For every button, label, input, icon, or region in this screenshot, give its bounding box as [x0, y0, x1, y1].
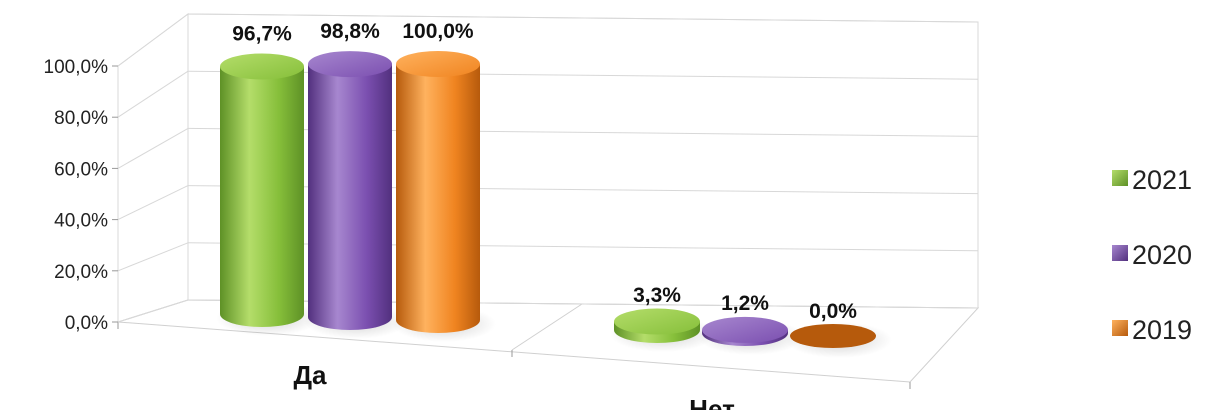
bar-Да-2020: [304, 51, 408, 339]
legend-label: 2021: [1132, 165, 1192, 195]
legend-swatch: [1112, 320, 1128, 336]
back-wall: [187, 13, 979, 309]
bar-Да-2019: [392, 51, 496, 342]
y-tick-label: 60,0%: [54, 159, 108, 180]
data-labels: 96,7% 98,8% 100,0% 3,3% 1,2% 0,0%: [232, 20, 857, 323]
bar-top: [396, 51, 480, 77]
gridline: [187, 127, 979, 137]
legend-label: 2020: [1132, 240, 1192, 270]
bar-top: [308, 51, 392, 78]
category-labels: Да Нет: [294, 360, 736, 410]
gridline-side: [117, 127, 189, 169]
data-label: 98,8%: [320, 20, 380, 43]
left-wall: [117, 13, 189, 323]
bars-layer: [216, 51, 892, 358]
category-label: Нет: [689, 394, 735, 410]
y-axis: 0,0% 20,0% 40,0% 60,0% 80,0% 100,0%: [44, 57, 118, 334]
y-tick-label: 100,0%: [44, 57, 109, 78]
bar-top: [614, 308, 700, 335]
data-label: 1,2%: [721, 292, 769, 315]
bar-body: [220, 66, 304, 327]
y-tick-label: 80,0%: [54, 108, 108, 129]
gridline-side: [117, 299, 189, 323]
bar-top: [220, 53, 304, 80]
gridline-side: [117, 242, 189, 272]
legend-swatch: [1112, 170, 1128, 186]
legend-label: 2019: [1132, 315, 1192, 345]
bar-body: [396, 64, 480, 333]
gridline-side: [117, 70, 189, 118]
bar-Да-2021: [216, 53, 320, 336]
gridline-side: [117, 185, 189, 221]
legend: 2021 2020 2019: [1112, 165, 1192, 345]
gridline: [187, 242, 979, 252]
data-label: 0,0%: [809, 300, 857, 323]
bar-Нет-2021: [610, 308, 716, 352]
gridline: [187, 13, 979, 23]
y-tick-label: 0,0%: [65, 313, 108, 334]
data-label: 100,0%: [402, 20, 474, 43]
y-tick-label: 40,0%: [54, 211, 108, 232]
data-label: 3,3%: [633, 284, 681, 307]
bar-Нет-2020: [698, 316, 804, 355]
data-label: 96,7%: [232, 22, 292, 45]
floor-divider: [511, 303, 583, 351]
bar-Нет-2019: [786, 322, 892, 358]
gridline: [187, 185, 979, 195]
category-label: Да: [294, 360, 328, 390]
y-tick-label: 20,0%: [54, 262, 108, 283]
bar-body: [308, 64, 392, 331]
bar-disc: [790, 324, 876, 348]
legend-swatch: [1112, 245, 1128, 261]
gridline: [187, 70, 979, 80]
gridline-side: [117, 13, 189, 67]
bar-top: [702, 316, 788, 343]
